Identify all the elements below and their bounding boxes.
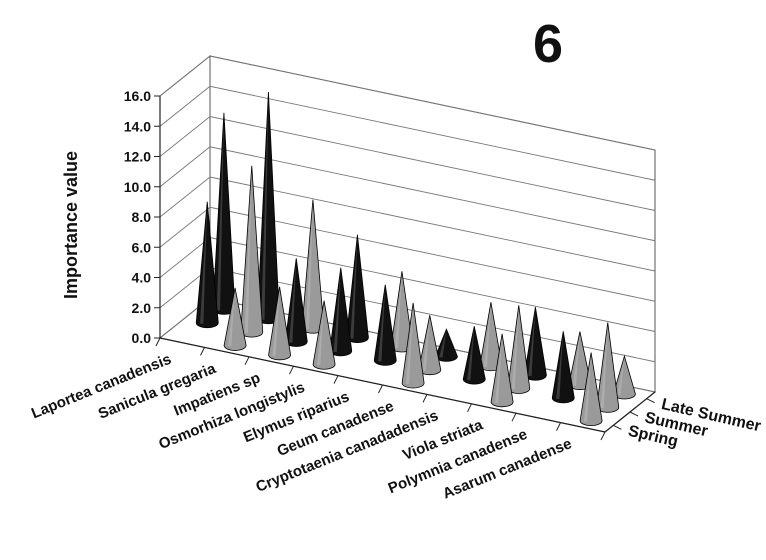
x-tick-mark xyxy=(155,337,161,347)
cone-highlight xyxy=(200,201,208,324)
cone-mark xyxy=(195,201,219,329)
cone-highlight xyxy=(405,302,414,385)
y-tick-label: 16.0 xyxy=(124,88,151,104)
series-tick-mark xyxy=(629,411,639,417)
cone-highlight xyxy=(289,258,297,343)
y-tick-label: 14.0 xyxy=(124,118,151,134)
cone-highlight xyxy=(572,331,580,386)
cone-highlight xyxy=(583,352,592,422)
cone-mark xyxy=(223,287,247,351)
x-tick-mark xyxy=(289,365,294,375)
x-tick-mark xyxy=(556,422,561,431)
cone-mark xyxy=(268,286,291,361)
y-axis: 0.0 2.0 4.0 6.0 8.0 10.0 12.0 14.0 16.0 xyxy=(124,88,161,346)
y-tick-label: 2.0 xyxy=(132,300,152,316)
y-tick-label: 4.0 xyxy=(132,270,152,286)
cone-highlight xyxy=(350,234,358,339)
gridline xyxy=(159,176,656,272)
x-tick-mark xyxy=(422,394,428,403)
cone-highlight xyxy=(617,356,625,395)
cone-body xyxy=(223,287,247,351)
gridline xyxy=(159,206,656,302)
y-tick-label: 8.0 xyxy=(132,209,152,225)
series-tick-mark xyxy=(613,424,622,430)
y-axis-label: Importance value xyxy=(61,151,81,299)
cone-highlight xyxy=(378,284,386,362)
cone-mark xyxy=(462,326,486,385)
x-tick-mark xyxy=(600,431,606,441)
cone-body xyxy=(490,333,514,408)
x-tick-mark xyxy=(333,375,339,384)
cone-mark xyxy=(312,300,336,370)
cone-body xyxy=(579,352,603,426)
data-cones xyxy=(195,91,636,426)
gridline xyxy=(159,85,656,181)
cone-body xyxy=(373,284,397,366)
cone-mark xyxy=(579,352,603,426)
cone-mark xyxy=(373,284,397,366)
cone-body xyxy=(462,326,486,385)
cone-highlight xyxy=(511,305,519,390)
cone-highlight xyxy=(333,267,341,352)
panel-number: 6 xyxy=(533,14,563,74)
cone-body xyxy=(401,302,425,389)
x-tick-mark xyxy=(511,412,517,422)
cone-highlight xyxy=(556,331,564,399)
cone-mark xyxy=(401,302,425,389)
gridline xyxy=(159,146,656,242)
y-tick-label: 0.0 xyxy=(132,330,152,346)
cone-highlight xyxy=(261,91,269,320)
cone-body xyxy=(268,286,291,361)
x-tick-mark xyxy=(378,384,383,394)
gridline xyxy=(159,116,656,211)
cone-highlight xyxy=(600,322,608,409)
cone-highlight xyxy=(467,326,475,381)
cone-body xyxy=(195,201,219,329)
cone-highlight xyxy=(244,165,252,334)
x-tick-mark xyxy=(244,356,250,366)
cone-mark xyxy=(551,331,575,404)
x-tick-mark xyxy=(467,403,472,413)
cone-highlight xyxy=(439,329,447,358)
cone-highlight xyxy=(227,287,236,347)
cone-highlight xyxy=(305,199,313,330)
y-tick-label: 10.0 xyxy=(124,179,151,195)
cone-highlight xyxy=(528,307,536,377)
cone-mark xyxy=(490,333,514,408)
cone-body xyxy=(312,300,336,370)
cone-highlight xyxy=(216,112,224,311)
y-tick-label: 6.0 xyxy=(132,239,152,255)
cone-highlight xyxy=(394,271,402,348)
series-tick-mark xyxy=(646,398,655,404)
cone-body xyxy=(551,331,575,404)
cone-highlight xyxy=(483,302,491,367)
gridline xyxy=(159,55,656,151)
cone-highlight xyxy=(272,286,280,356)
cone-highlight xyxy=(494,333,503,403)
cone-highlight xyxy=(422,315,430,371)
y-tick-label: 12.0 xyxy=(124,149,151,165)
x-tick-mark xyxy=(200,347,205,356)
cone-highlight xyxy=(316,300,325,366)
